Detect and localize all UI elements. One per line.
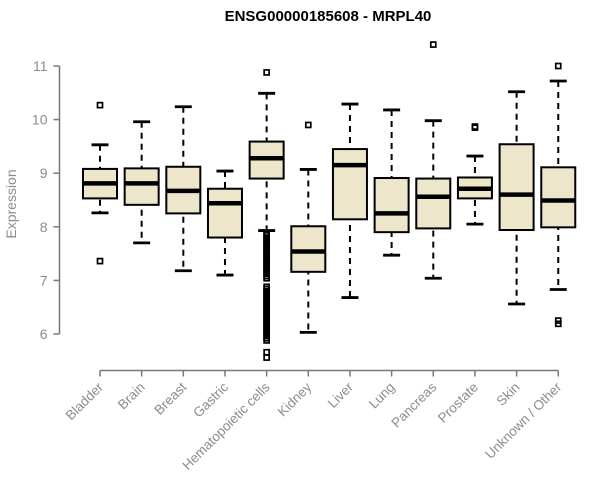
boxplot-unknown-other <box>540 62 577 328</box>
boxplot-skin <box>498 90 535 306</box>
boxes-layer <box>82 41 577 361</box>
x-category-label: Unknown / Other <box>482 379 565 462</box>
box-rect <box>373 177 410 234</box>
boxplot-lung <box>373 108 410 257</box>
outlier-point <box>304 121 312 129</box>
boxplot-pancreas <box>415 41 452 280</box>
boxplot-gastric <box>206 169 243 277</box>
box-rect <box>331 148 368 221</box>
x-category-label: Pancreas <box>388 379 439 430</box>
boxplot-bladder <box>82 101 118 265</box>
boxplot-kidney <box>290 121 327 334</box>
box-rect <box>206 187 243 239</box>
outlier-point <box>96 101 104 109</box>
outlier-point <box>471 123 479 130</box>
box-rect <box>415 177 452 230</box>
x-category-label: Kidney <box>275 379 315 419</box>
y-tick-label: 9 <box>40 165 48 181</box>
boxplot-brain <box>123 120 160 245</box>
y-tick-label: 6 <box>40 326 48 342</box>
x-category-label: Prostate <box>435 380 481 426</box>
chart-title: ENSG00000185608 - MRPL40 <box>225 8 432 25</box>
box-rect <box>123 167 160 206</box>
box-rect <box>498 143 535 232</box>
x-category-label: Brain <box>115 380 148 413</box>
box-rect <box>290 225 327 273</box>
boxplot-liver <box>331 102 368 299</box>
y-tick-label: 7 <box>40 272 48 288</box>
x-category-label: Skin <box>494 380 523 409</box>
x-category-label: Bladder <box>63 379 107 423</box>
y-tick-label: 11 <box>33 58 48 74</box>
y-tick-label: 10 <box>32 112 48 128</box>
outlier-point <box>554 62 562 70</box>
x-category-label: Liver <box>325 379 357 411</box>
y-tick-label: 8 <box>40 219 48 235</box>
outlier-point <box>429 41 437 48</box>
x-category-label: Lung <box>366 380 398 412</box>
x-category-label: Gastric <box>190 379 231 420</box>
x-category-label: Breast <box>151 379 189 417</box>
boxplot-hematopoietic-cells <box>248 69 285 361</box>
outlier-point <box>263 337 270 344</box>
outlier-point <box>263 69 270 76</box>
outlier-point <box>263 274 270 282</box>
y-axis-label: Expression <box>3 169 19 238</box>
boxplot-breast <box>165 105 202 273</box>
boxplot-prostate <box>456 123 493 226</box>
outlier-point <box>96 257 104 265</box>
box-rect <box>540 166 577 229</box>
outlier-point <box>263 348 270 356</box>
outlier-point <box>554 320 562 328</box>
outlier-point <box>263 354 270 361</box>
